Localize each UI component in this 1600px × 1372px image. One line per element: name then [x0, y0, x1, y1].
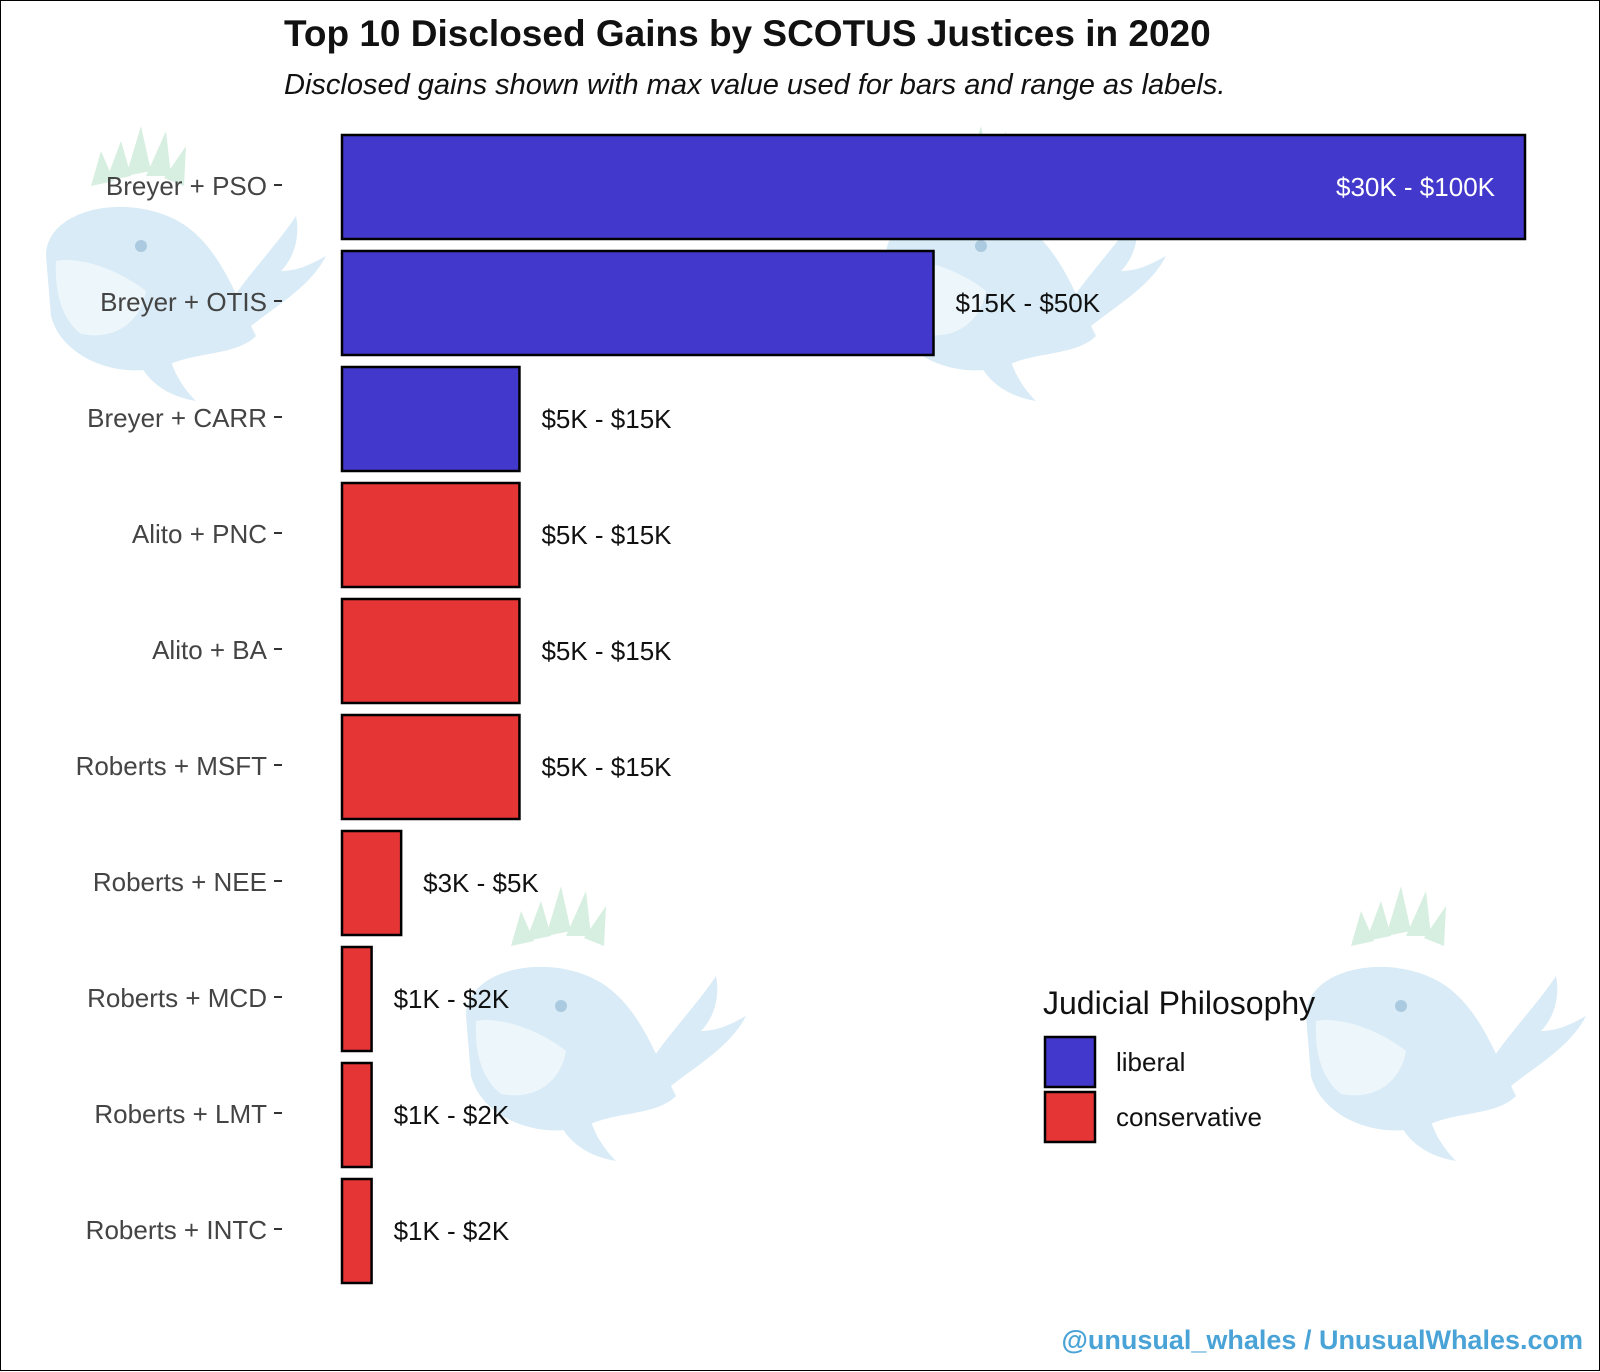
bar: [340, 1061, 373, 1169]
legend-label: liberal: [1116, 1047, 1185, 1077]
bar: [340, 133, 1527, 241]
value-label: $5K - $15K: [541, 752, 672, 782]
value-label: $15K - $50K: [956, 288, 1101, 318]
credit-text[interactable]: @unusual_whales / UnusualWhales.com: [1062, 1325, 1583, 1355]
legend-swatch: [1043, 1090, 1097, 1144]
value-label: $1K - $2K: [394, 984, 510, 1014]
bar: [340, 713, 521, 821]
chart-title: Top 10 Disclosed Gains by SCOTUS Justice…: [284, 13, 1211, 54]
value-label: $3K - $5K: [423, 868, 539, 898]
value-label: $1K - $2K: [394, 1216, 510, 1246]
chart-subtitle: Disclosed gains shown with max value use…: [284, 69, 1225, 101]
category-label: Alito + PNC: [132, 519, 267, 549]
category-label: Alito + BA: [152, 635, 268, 665]
value-label: $5K - $15K: [541, 636, 672, 666]
legend-title: Judicial Philosophy: [1043, 985, 1315, 1021]
category-label: Roberts + INTC: [86, 1215, 267, 1245]
category-label: Breyer + PSO: [106, 171, 267, 201]
bar: [340, 249, 935, 357]
bar: [340, 481, 521, 589]
value-label: $5K - $15K: [541, 404, 672, 434]
category-label: Roberts + MSFT: [76, 751, 268, 781]
bar: [340, 365, 521, 473]
legend-swatch: [1043, 1035, 1097, 1089]
bar: [340, 945, 373, 1053]
bar: [340, 829, 403, 937]
legend-label: conservative: [1116, 1102, 1262, 1132]
value-label: $30K - $100K: [1336, 172, 1496, 202]
category-label: Roberts + NEE: [93, 867, 267, 897]
bar: [340, 597, 521, 705]
legend: Judicial Philosophy liberal conservative: [1043, 985, 1315, 1144]
value-label: $5K - $15K: [541, 520, 672, 550]
bars-group: Breyer + PSO $30K - $100K Breyer + OTIS $15…: [76, 133, 1527, 1285]
category-label: Breyer + CARR: [87, 403, 267, 433]
value-label: $1K - $2K: [394, 1100, 510, 1130]
whale-icon: [1306, 886, 1586, 1161]
category-label: Roberts + LMT: [94, 1099, 267, 1129]
bar: [340, 1177, 373, 1285]
category-label: Breyer + OTIS: [100, 287, 267, 317]
whale-icon: [46, 126, 326, 401]
category-label: Roberts + MCD: [87, 983, 267, 1013]
